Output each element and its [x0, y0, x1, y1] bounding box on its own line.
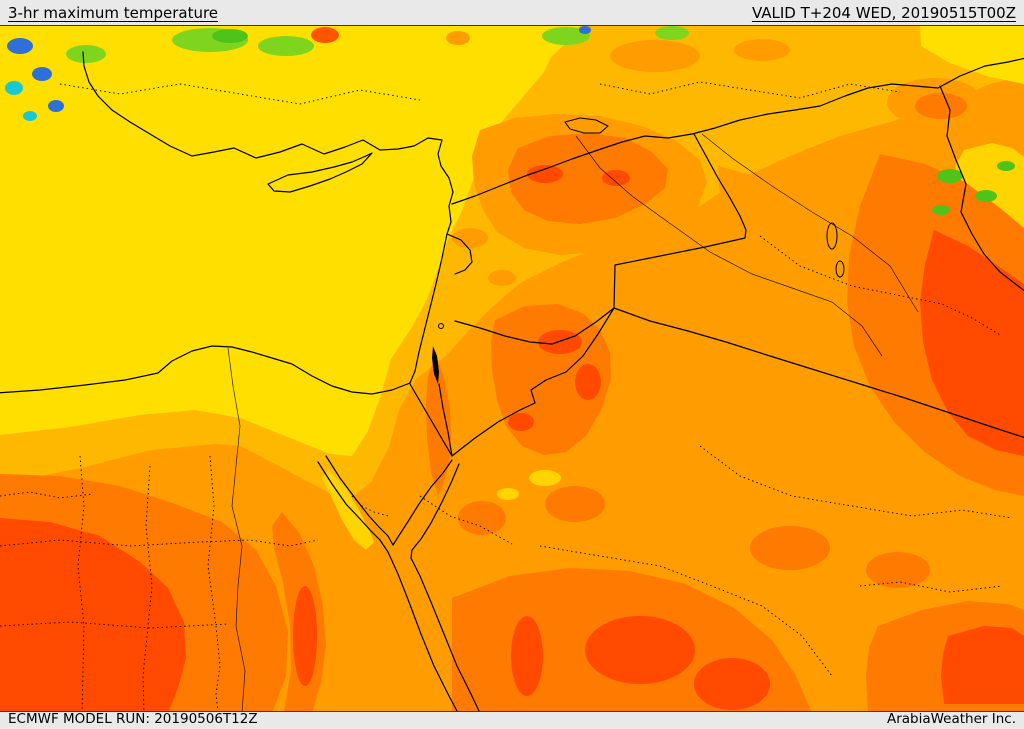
header-bar: 3-hr maximum temperature VALID T+204 WED… [0, 0, 1024, 26]
temp-spot-syria-red2 [602, 170, 630, 186]
redsea-west-coast [317, 461, 458, 711]
temp-zone-right-red [920, 230, 1024, 456]
temp-spot-yellow2 [497, 488, 519, 500]
temp-spot-orange2 [488, 270, 516, 286]
temp-spot-midright-hot2 [866, 552, 930, 588]
temp-spot-green10 [932, 205, 950, 215]
temp-spot-jordan-red2 [575, 364, 601, 400]
temp-spot-blue1 [7, 38, 33, 54]
temp-spot-blue4 [579, 26, 591, 34]
model-run-label: ECMWF MODEL RUN: 20190506T12Z [8, 711, 258, 727]
temp-zone-yellow-core [0, 26, 580, 456]
israel-jordan-border [438, 383, 453, 457]
iraq-iran-border [939, 85, 1024, 292]
iraq-saudi-border [613, 307, 1024, 438]
temp-spot-blue3 [48, 100, 64, 112]
admin-line [0, 621, 229, 629]
temp-zone-syria-hot [508, 133, 668, 224]
temp-spot-aqaba-hot [458, 501, 506, 535]
admin-line [599, 81, 901, 99]
brand-credit: ArabiaWeather Inc. [886, 711, 1016, 727]
temp-zone-suez-yellow [322, 470, 374, 550]
temp-spot-yellow1 [529, 470, 561, 486]
country-borders [0, 51, 1024, 711]
temp-spot-syria-red1 [527, 165, 563, 183]
footer-bar: ECMWF MODEL RUN: 20190506T12Z ArabiaWeat… [0, 711, 1024, 729]
temp-spot-green5 [655, 26, 689, 40]
temp-spot-green6 [66, 45, 106, 63]
temp-spot-south-red3 [511, 616, 543, 696]
temp-spot-south-red1 [585, 616, 695, 684]
admin-line [419, 495, 513, 545]
temp-spot-green4 [542, 27, 590, 45]
jordan-syria-border [454, 307, 615, 345]
admin-line [859, 581, 1003, 593]
nile-river [227, 347, 246, 711]
temp-spot-green8 [975, 190, 997, 202]
syria-iraq-border [613, 133, 747, 309]
temp-zone-southeast-red [941, 626, 1024, 704]
temp-spot-green2 [258, 36, 314, 56]
redsea-east-coast [410, 463, 480, 711]
temp-spot-toporange1 [446, 31, 470, 45]
temp-zone-valley-hot [426, 354, 451, 496]
temp-spot-jordan-red3 [508, 413, 534, 431]
admin-line [207, 455, 221, 711]
temp-spot-toporange5 [915, 93, 967, 119]
lebanon-border [446, 233, 473, 275]
cyprus-island [267, 152, 373, 193]
lake-razzaza [835, 260, 845, 278]
admin-boundaries [0, 81, 1013, 711]
temp-spot-cyan2 [23, 111, 37, 121]
tigris-river [701, 133, 919, 313]
temp-spot-redsea-red [293, 586, 317, 686]
temp-spot-toporange2 [610, 40, 700, 72]
admin-line [0, 491, 93, 499]
temp-spot-toporange3 [734, 39, 790, 61]
temp-spot-topred [311, 27, 339, 43]
temp-zone-east-bridge [718, 166, 858, 316]
temp-spot-orange1 [452, 228, 488, 248]
euphrates-river [575, 135, 883, 357]
temperature-field [0, 26, 1024, 711]
turkey-syria-iraq-border [451, 57, 1024, 205]
temp-spot-midright-hot1 [750, 526, 830, 570]
admin-line [142, 465, 153, 711]
temp-spot-tabuk-hot [545, 486, 605, 522]
valid-time-label: VALID T+204 WED, 20190515T00Z [751, 4, 1016, 22]
admin-line [759, 235, 1003, 337]
egypt-israel-border [409, 383, 453, 457]
temp-spot-cyan1 [5, 81, 23, 95]
forecast-map-svg [0, 26, 1024, 711]
sea-of-galilee [438, 323, 444, 329]
temp-spot-green7 [937, 169, 963, 183]
jordan-saudi-border [451, 307, 615, 457]
mediterranean-coastline [0, 51, 454, 395]
map-canvas [0, 26, 1024, 711]
rivers [227, 133, 919, 711]
admin-line [699, 445, 1013, 519]
temp-spot-blue2 [32, 67, 52, 81]
temp-spot-jordan-red1 [538, 330, 582, 354]
dead-sea [432, 346, 439, 384]
product-title: 3-hr maximum temperature [8, 4, 219, 22]
temp-spot-green9 [997, 161, 1015, 171]
temp-zone-egypt-red [0, 518, 186, 711]
lake-assad [564, 117, 609, 134]
temp-spot-south-red2 [694, 658, 770, 710]
lakes [432, 117, 845, 384]
temp-zone-yellow-corner [920, 26, 1024, 84]
sinai-coast [325, 455, 453, 546]
lake-tharthar [826, 222, 838, 250]
temp-spot-green3 [212, 29, 248, 43]
